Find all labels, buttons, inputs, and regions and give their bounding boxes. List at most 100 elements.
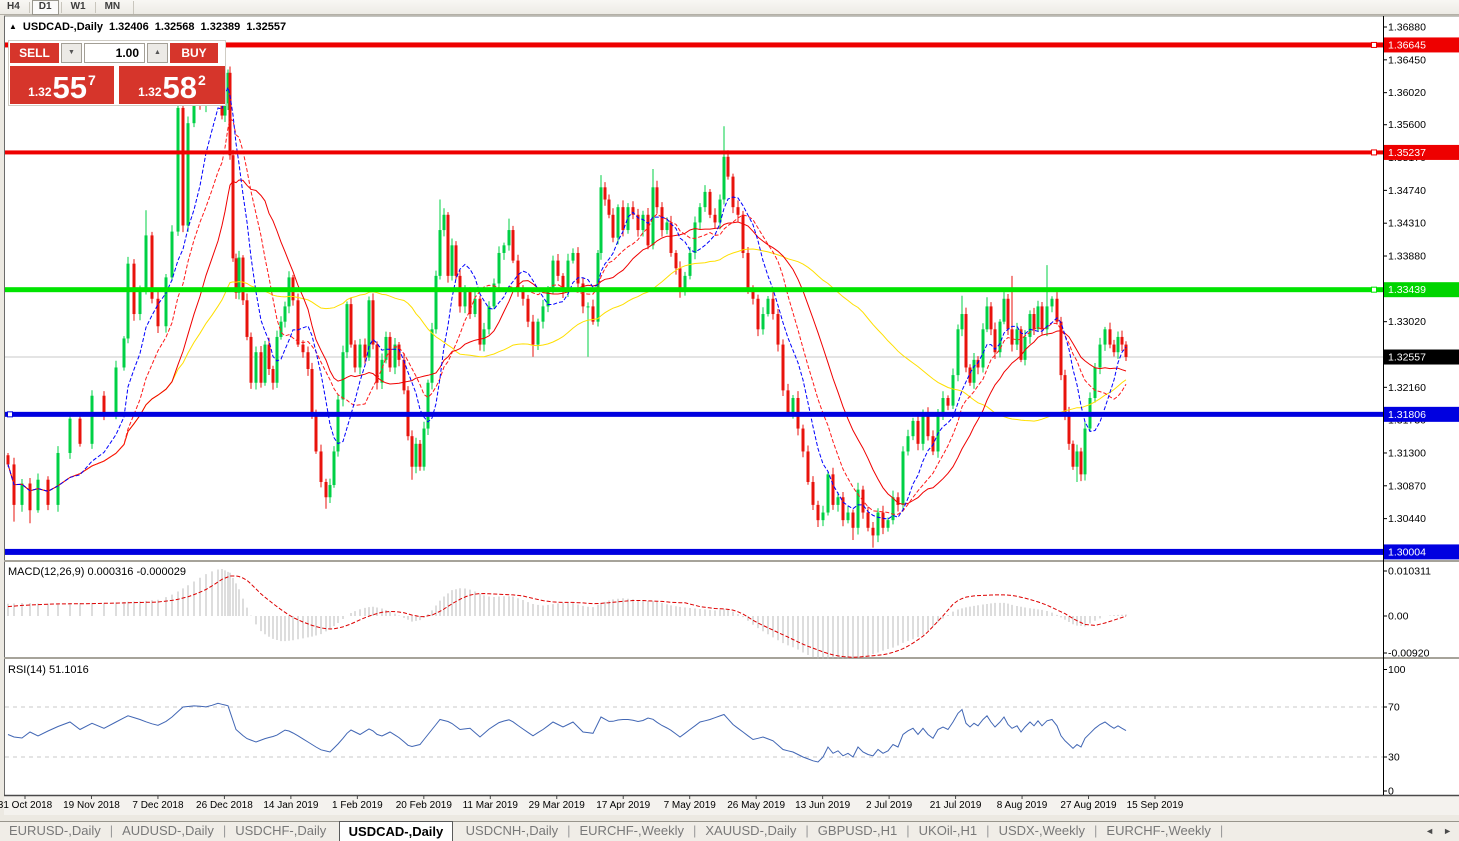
tab-separator: | (109, 823, 114, 838)
svg-text:1.35237: 1.35237 (1388, 147, 1426, 159)
svg-text:1.34740: 1.34740 (1388, 185, 1426, 197)
svg-text:1.31806: 1.31806 (1388, 409, 1426, 421)
svg-text:-0.00920: -0.00920 (1388, 648, 1430, 660)
svg-text:1.32160: 1.32160 (1388, 382, 1426, 394)
volume-increase-button[interactable]: ▲ (147, 43, 168, 63)
tab-usdcnh-daily[interactable]: USDCNH-,Daily (465, 823, 559, 838)
tab-usdchf-daily[interactable]: USDCHF-,Daily (235, 823, 327, 838)
rsi-value: 51.1016 (48, 664, 89, 676)
macd-indicator-label: MACD(12,26,9) 0.000316 -0.000029 (8, 566, 186, 578)
tab-eurusd-daily[interactable]: EURUSD-,Daily (9, 823, 101, 838)
svg-text:21 Jul 2019: 21 Jul 2019 (930, 800, 982, 811)
svg-text:7 Dec 2018: 7 Dec 2018 (132, 800, 184, 811)
hline-1.30004[interactable] (5, 548, 1383, 555)
svg-text:11 Mar 2019: 11 Mar 2019 (463, 800, 519, 811)
price-badges: 1.36645 1.35237 1.33439 1.32557 1.31806 1.300… (1384, 37, 1459, 560)
macd-main-value: 0.000316 (87, 566, 134, 578)
timeframe-d1-button[interactable]: D1 (31, 0, 59, 15)
svg-text:1.36450: 1.36450 (1388, 54, 1426, 66)
tab-usdcad-daily[interactable]: USDCAD-,Daily (338, 821, 454, 841)
chart-background (4, 15, 1459, 815)
svg-text:8 Aug 2019: 8 Aug 2019 (997, 800, 1048, 811)
svg-text:19 Nov 2018: 19 Nov 2018 (63, 800, 120, 811)
timeframe-h4-button[interactable]: H4 (7, 0, 20, 12)
volume-input[interactable] (84, 43, 145, 63)
chart-title: ▲ USDCAD-,Daily 1.32406 1.32568 1.32389 … (9, 21, 286, 33)
ohlc-high: 1.32568 (154, 21, 195, 33)
toolbar-separator (60, 1, 62, 13)
svg-text:1.31300: 1.31300 (1388, 447, 1426, 459)
tab-separator: | (693, 823, 697, 838)
timeframe-toolbar: H4 D1 W1 MN (0, 0, 1459, 15)
macd-panel (7, 569, 1127, 660)
tab-usdx-weekly[interactable]: USDX-,Weekly (998, 823, 1086, 838)
sell-price-prefix: 1.32 (28, 85, 52, 99)
hline-1.33439[interactable] (5, 286, 1383, 293)
svg-text:1.30004: 1.30004 (1388, 546, 1426, 558)
sell-price-display[interactable]: 1.32 55 7 (10, 66, 114, 104)
svg-text:1.36020: 1.36020 (1388, 87, 1426, 99)
panel-separators (4, 16, 1459, 797)
svg-text:100: 100 (1388, 664, 1406, 676)
svg-text:0.00: 0.00 (1388, 611, 1409, 623)
volume-decrease-button[interactable]: ▼ (61, 43, 82, 63)
timeframe-w1-button[interactable]: W1 (70, 0, 86, 12)
hline-1.36645[interactable] (5, 41, 1383, 48)
collapse-chart-icon[interactable]: ▲ (9, 22, 17, 31)
svg-text:1.30870: 1.30870 (1388, 480, 1426, 492)
buy-price-big: 58 (162, 70, 198, 105)
svg-text:17 Apr 2019: 17 Apr 2019 (596, 800, 650, 811)
buy-price-prefix: 1.32 (138, 85, 162, 99)
svg-text:29 Mar 2019: 29 Mar 2019 (529, 800, 586, 811)
rsi-indicator-label: RSI(14) 51.1016 (8, 664, 89, 676)
macd-name: MACD(12,26,9) (8, 566, 85, 578)
ma-mid-dashed-red (7, 117, 1127, 515)
svg-text:14 Jan 2019: 14 Jan 2019 (263, 800, 318, 811)
svg-text:26 May 2019: 26 May 2019 (727, 800, 785, 811)
hline-1.31806[interactable] (5, 411, 1383, 418)
rsi-panel (5, 702, 1383, 763)
timeframe-mn-button[interactable]: MN (104, 0, 121, 12)
ohlc-open: 1.32406 (109, 21, 149, 33)
buy-button[interactable]: BUY (170, 43, 218, 63)
tab-xauusd-daily[interactable]: XAUUSD-,Daily (705, 823, 797, 838)
buy-price-display[interactable]: 1.32 58 2 (119, 66, 225, 104)
svg-text:1.33880: 1.33880 (1388, 251, 1426, 263)
tab-separator: | (567, 823, 571, 838)
time-axis[interactable]: 31 Oct 2018 19 Nov 2018 7 Dec 2018 26 Dec 2… (0, 796, 1184, 811)
svg-text:1.33020: 1.33020 (1388, 316, 1426, 328)
svg-text:2 Jul 2019: 2 Jul 2019 (866, 800, 913, 811)
one-click-trading-panel: SELL ▼ ▲ BUY 1.32 55 7 1.32 58 2 (8, 40, 226, 106)
sell-price-big: 55 (52, 70, 88, 105)
svg-text:1.36880: 1.36880 (1388, 22, 1426, 34)
price-axis[interactable]: 1.368801.364501.360201.356001.351701.347… (1383, 22, 1431, 798)
svg-text:7 May 2019: 7 May 2019 (664, 800, 717, 811)
svg-text:1.33439: 1.33439 (1388, 284, 1426, 296)
tab-separator: | (222, 823, 227, 838)
tab-separator: | (1094, 823, 1098, 838)
tab-separator: | (805, 823, 809, 838)
svg-text:31 Oct 2018: 31 Oct 2018 (0, 800, 53, 811)
tab-gbpusd-h1[interactable]: GBPUSD-,H1 (817, 823, 898, 838)
chart-symbol-period: USDCAD-,Daily (22, 21, 103, 33)
svg-text:27 Aug 2019: 27 Aug 2019 (1060, 800, 1117, 811)
ma-slow-yellow (7, 248, 1127, 492)
tab-eurchf-weekly[interactable]: EURCHF-,Weekly (1106, 823, 1211, 838)
tab-eurchf-weekly[interactable]: EURCHF-,Weekly (579, 823, 685, 838)
hline-1.35237[interactable] (5, 149, 1383, 156)
toolbar-separator (94, 1, 96, 13)
sell-button[interactable]: SELL (10, 43, 59, 63)
svg-text:26 Dec 2018: 26 Dec 2018 (196, 800, 253, 811)
tab-ukoil-h1[interactable]: UKOil-,H1 (918, 823, 978, 838)
tab-scroll-right-icon[interactable]: ► (1443, 826, 1452, 836)
tab-scroll-left-icon[interactable]: ◄ (1425, 826, 1435, 836)
svg-text:1.30440: 1.30440 (1388, 513, 1426, 525)
svg-text:15 Sep 2019: 15 Sep 2019 (1127, 800, 1184, 811)
svg-text:70: 70 (1388, 702, 1400, 714)
chart-tabs-bar: EURUSD-,Daily | AUDUSD-,Daily | USDCHF-,Dail… (0, 821, 1459, 841)
tab-separator: | (906, 823, 910, 838)
candlestick-series (6, 46, 1128, 548)
toolbar-separator (28, 1, 30, 13)
tab-audusd-daily[interactable]: AUDUSD-,Daily (122, 823, 214, 838)
